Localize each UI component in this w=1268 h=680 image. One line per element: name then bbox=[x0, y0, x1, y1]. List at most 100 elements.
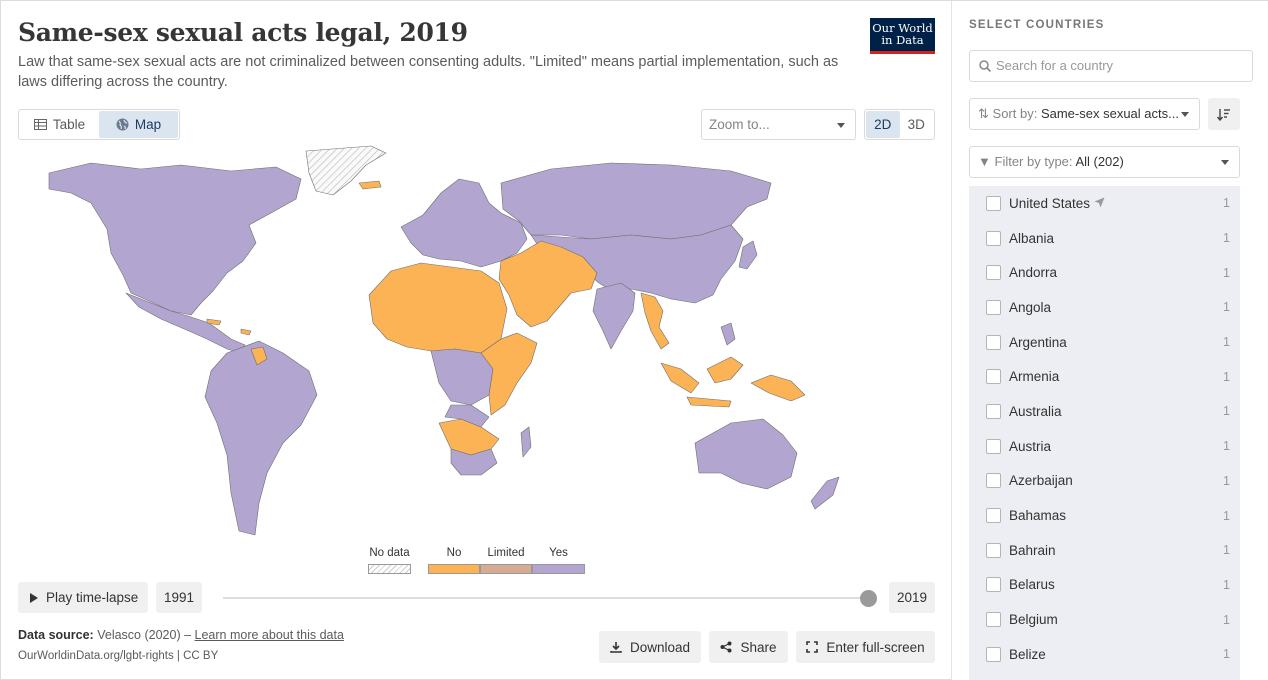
checkbox[interactable] bbox=[986, 542, 1001, 558]
checkbox[interactable] bbox=[986, 265, 1001, 281]
learn-more-link[interactable]: Learn more about this data bbox=[194, 628, 344, 642]
checkbox[interactable] bbox=[986, 438, 1001, 454]
list-item[interactable]: Australia 1 bbox=[969, 394, 1240, 429]
north-america-region[interactable] bbox=[48, 162, 302, 316]
checkbox[interactable] bbox=[986, 612, 1001, 628]
checkbox[interactable] bbox=[986, 403, 1001, 419]
list-item[interactable]: Albania 1 bbox=[969, 221, 1240, 256]
australia-region[interactable] bbox=[694, 418, 798, 490]
checkbox[interactable] bbox=[986, 230, 1001, 246]
country-name: Angola bbox=[1009, 299, 1052, 315]
projection-2d-button[interactable]: 2D bbox=[866, 111, 900, 138]
sort-select[interactable]: ⇅ Sort by: Same-sex sexual acts... bbox=[969, 98, 1200, 130]
indonesia-region[interactable] bbox=[660, 356, 806, 408]
europe-region[interactable] bbox=[400, 178, 528, 268]
philippines-region[interactable] bbox=[720, 322, 736, 346]
country-count: 1 bbox=[1223, 300, 1230, 315]
country-name: Bahamas bbox=[1009, 508, 1067, 524]
south-africa-region[interactable] bbox=[444, 404, 498, 476]
country-name: Armenia bbox=[1009, 369, 1060, 385]
data-source: Data source: Velasco (2020) – Learn more… bbox=[18, 628, 344, 642]
country-name: Belarus bbox=[1009, 577, 1055, 593]
list-item[interactable]: Armenia 1 bbox=[969, 359, 1240, 394]
checkbox[interactable] bbox=[986, 369, 1001, 385]
middle-east-region[interactable] bbox=[498, 240, 598, 328]
list-item[interactable]: Andorra 1 bbox=[969, 255, 1240, 290]
list-item[interactable]: Austria 1 bbox=[969, 429, 1240, 464]
guyana-region[interactable] bbox=[250, 346, 268, 366]
play-timelapse-button[interactable]: Play time-lapse bbox=[18, 582, 148, 613]
list-item[interactable]: Angola 1 bbox=[969, 290, 1240, 325]
country-search-input[interactable]: Search for a country bbox=[969, 50, 1253, 82]
list-item[interactable]: Belize 1 bbox=[969, 637, 1240, 672]
list-item[interactable]: Argentina 1 bbox=[969, 325, 1240, 360]
sort-label: Sort by: bbox=[992, 106, 1038, 121]
country-list[interactable]: United States 1 Albania 1 Andorra 1 Angola… bbox=[969, 186, 1240, 680]
logo-line-1: Our World bbox=[872, 21, 933, 35]
iceland-region[interactable] bbox=[358, 180, 382, 190]
legend-swatch-no[interactable] bbox=[428, 564, 480, 574]
list-item[interactable]: Bahamas 1 bbox=[969, 498, 1240, 533]
share-label: Share bbox=[740, 639, 777, 655]
india-region[interactable] bbox=[592, 282, 636, 350]
search-placeholder: Search for a country bbox=[996, 58, 1114, 73]
new-zealand-region[interactable] bbox=[810, 476, 840, 510]
view-tabs: Table Map bbox=[18, 109, 180, 140]
filter-label: Filter by type: bbox=[994, 154, 1073, 169]
legend-swatch-yes[interactable] bbox=[532, 564, 585, 574]
caribbean-region[interactable] bbox=[206, 318, 252, 336]
list-item[interactable]: Bahrain 1 bbox=[969, 533, 1240, 568]
sort-descending-icon bbox=[1217, 108, 1230, 121]
japan-region[interactable] bbox=[738, 240, 758, 270]
checkbox[interactable] bbox=[986, 577, 1001, 593]
east-africa-region[interactable] bbox=[480, 332, 538, 416]
timeline-handle[interactable] bbox=[860, 590, 877, 607]
checkbox[interactable] bbox=[986, 473, 1001, 489]
tab-table[interactable]: Table bbox=[20, 111, 99, 138]
madagascar-region[interactable] bbox=[520, 426, 532, 458]
list-item[interactable]: United States 1 bbox=[969, 186, 1240, 221]
checkbox[interactable] bbox=[986, 646, 1001, 662]
list-item[interactable]: Belarus 1 bbox=[969, 568, 1240, 603]
source-label: Data source: bbox=[18, 628, 94, 642]
timeline-start-year[interactable]: 1991 bbox=[156, 582, 202, 613]
world-map[interactable] bbox=[31, 143, 881, 543]
fullscreen-label: Enter full-screen bbox=[826, 639, 925, 655]
chevron-down-icon bbox=[1181, 112, 1189, 117]
globe-icon bbox=[116, 118, 129, 131]
country-count: 1 bbox=[1223, 612, 1230, 627]
central-africa-region[interactable] bbox=[430, 348, 494, 406]
country-name: United States bbox=[1009, 196, 1105, 211]
owid-logo[interactable]: Our World in Data bbox=[870, 18, 935, 54]
projection-toggle: 2D 3D bbox=[864, 109, 935, 140]
list-item[interactable]: Belgium 1 bbox=[969, 602, 1240, 637]
south-america-region[interactable] bbox=[204, 340, 318, 536]
legend-label-no: No bbox=[446, 547, 462, 559]
filter-select[interactable]: ▼ Filter by type: All (202) bbox=[969, 146, 1240, 178]
sort-direction-button[interactable] bbox=[1208, 98, 1240, 130]
greenland-region[interactable] bbox=[305, 145, 387, 196]
fullscreen-button[interactable]: Enter full-screen bbox=[796, 631, 935, 663]
checkbox[interactable] bbox=[986, 334, 1001, 350]
legend-swatch-nodata[interactable] bbox=[368, 564, 411, 574]
share-button[interactable]: Share bbox=[709, 631, 788, 663]
country-count: 1 bbox=[1223, 369, 1230, 384]
timeline-end-year[interactable]: 2019 bbox=[889, 582, 935, 613]
chart-url[interactable]: OurWorldinData.org/lgbt-rights | CC BY bbox=[18, 650, 219, 662]
checkbox[interactable] bbox=[986, 195, 1001, 211]
share-icon bbox=[720, 641, 732, 653]
checkbox[interactable] bbox=[986, 299, 1001, 315]
country-name: Bahrain bbox=[1009, 542, 1056, 558]
list-item[interactable]: Azerbaijan 1 bbox=[969, 464, 1240, 499]
expand-icon bbox=[806, 641, 819, 653]
timeline-track[interactable] bbox=[223, 597, 871, 599]
se-asia-mainland-region[interactable] bbox=[640, 292, 670, 350]
zoom-select[interactable]: Zoom to... bbox=[701, 109, 856, 140]
download-button[interactable]: Download bbox=[599, 631, 701, 663]
legend-swatch-limited[interactable] bbox=[480, 564, 532, 574]
chevron-down-icon bbox=[1221, 160, 1229, 165]
north-africa-region[interactable] bbox=[368, 262, 508, 354]
projection-3d-button[interactable]: 3D bbox=[907, 117, 925, 132]
tab-map[interactable]: Map bbox=[99, 111, 178, 138]
checkbox[interactable] bbox=[986, 508, 1001, 524]
